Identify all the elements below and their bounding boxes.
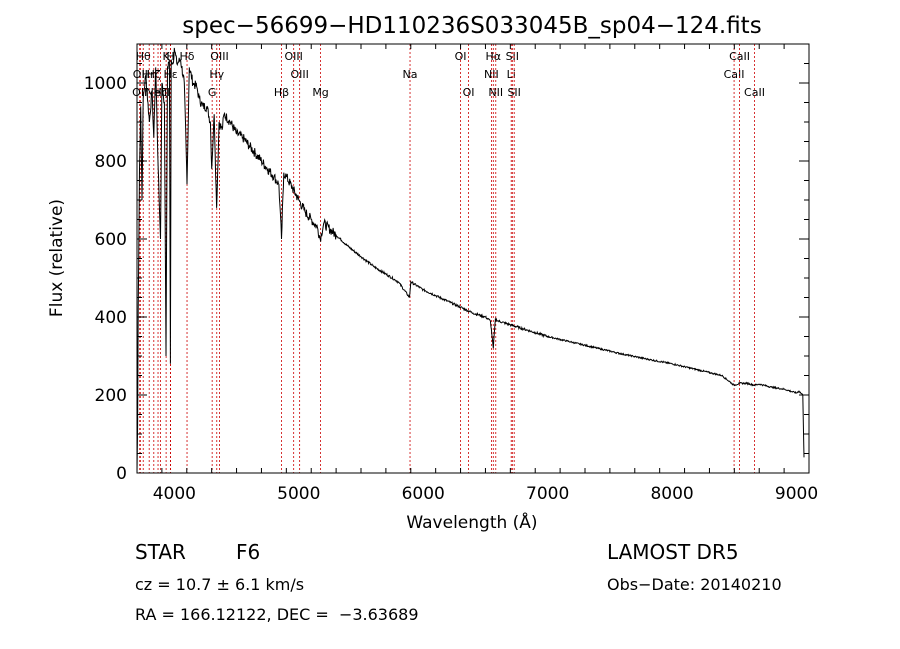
line-marker-label: OIII — [284, 50, 302, 63]
line-marker-label: Hγ — [209, 68, 224, 81]
line-marker-label: Hζ — [153, 86, 167, 99]
x-tick-label: 5000 — [277, 484, 320, 504]
line-marker-label: OIII — [210, 50, 228, 63]
line-marker-label: OI — [455, 50, 467, 63]
line-marker-label: K — [163, 50, 171, 63]
line-marker-label: CaII — [724, 68, 745, 81]
y-tick-label: 1000 — [84, 74, 127, 94]
x-tick-label: 6000 — [402, 484, 445, 504]
line-marker-label: Mg — [312, 86, 328, 99]
redshift-info: cz = 10.7 ± 6.1 km/s — [135, 575, 304, 594]
line-marker-label: OIII — [290, 68, 308, 81]
subclass: F6 — [236, 540, 260, 564]
line-marker-label: NII — [488, 86, 503, 99]
x-tick-label: 4000 — [153, 484, 196, 504]
plot-frame — [136, 43, 810, 474]
line-marker-label: Hζ — [147, 68, 161, 81]
x-axis-label: Wavelength (Å) — [406, 511, 537, 533]
obs-date: Obs−Date: 20140210 — [607, 575, 782, 594]
line-marker-label: Hα — [486, 50, 502, 63]
x-tick-label: 8000 — [650, 484, 693, 504]
object-class: STAR — [135, 540, 186, 564]
line-marker-label: Hθ — [136, 50, 151, 63]
x-tick-label: 9000 — [775, 484, 818, 504]
line-marker-label: SII — [507, 86, 520, 99]
axes — [136, 43, 810, 474]
line-marker-label: CaII — [744, 86, 765, 99]
spectral-line-markers: OIIOIIHθHηHζNeIIIHζKHHεHδGHγOIIIHβOIIIOI… — [132, 44, 765, 473]
y-axis-label: Flux (relative) — [47, 199, 67, 317]
line-marker-label: OI — [463, 86, 475, 99]
line-marker-label: G — [208, 86, 217, 99]
line-marker-label: Na — [403, 68, 418, 81]
survey-name: LAMOST DR5 — [607, 540, 739, 564]
x-tick-label: 7000 — [526, 484, 569, 504]
chart-title: spec−56699−HD110236S033045B_sp04−124.fit… — [182, 13, 761, 39]
line-marker-label: NII — [484, 68, 499, 81]
x-axis-ticks: 4000 5000 6000 7000 8000 9000 — [136, 44, 818, 504]
line-marker-label: Li — [507, 68, 516, 81]
flux-series — [136, 47, 805, 474]
coordinates: RA = 166.12122, DEC = −3.63689 — [135, 605, 419, 624]
y-tick-label: 0 — [116, 464, 127, 484]
y-tick-label: 600 — [95, 230, 127, 250]
y-tick-label: 800 — [95, 152, 127, 172]
flux-line — [136, 47, 805, 474]
y-tick-label: 400 — [95, 308, 127, 328]
line-marker-label: Hε — [163, 68, 177, 81]
line-marker-label: Hδ — [180, 50, 195, 63]
y-axis-ticks: 0 200 400 600 800 1000 — [84, 43, 809, 484]
line-marker-label: CaII — [729, 50, 750, 63]
line-marker-label: Hβ — [274, 86, 289, 99]
y-tick-label: 200 — [95, 386, 127, 406]
line-marker-label: SII — [506, 50, 519, 63]
